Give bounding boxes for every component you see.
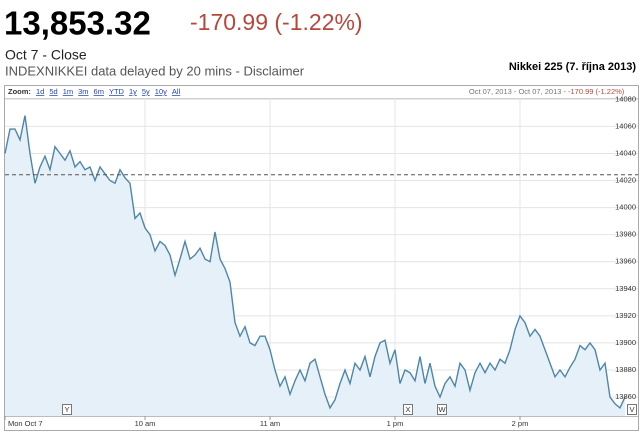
zoom-label: Zoom: — [8, 87, 31, 96]
x-tick-label: 1 pm — [387, 419, 404, 428]
zoom-link[interactable]: 1d — [36, 87, 44, 96]
y-tick-label: 14040 — [615, 148, 636, 157]
y-tick-label: 13940 — [615, 284, 636, 293]
y-tick-label: 13960 — [615, 257, 636, 266]
x-tick-label: 2 pm — [512, 419, 529, 428]
zoom-link[interactable]: 5d — [49, 87, 57, 96]
y-tick-label: 14020 — [615, 176, 636, 185]
source: INDEXNIKKEI data delayed by 20 mins - Di… — [5, 63, 305, 78]
zoom-link[interactable]: 1y — [129, 87, 137, 96]
price-change: -170.99 (-1.22%) — [190, 9, 363, 35]
y-tick-label: 14000 — [615, 203, 636, 212]
y-tick-label: 13980 — [615, 230, 636, 239]
y-tick-label: 13880 — [615, 365, 636, 374]
y-tick-label: 14080 — [615, 94, 636, 103]
x-tick-label: 10 am — [135, 419, 156, 428]
y-tick-label: 13860 — [615, 392, 636, 401]
y-tick-label: 13920 — [615, 311, 636, 320]
flag-box[interactable] — [403, 404, 413, 415]
zoom-link[interactable]: YTD — [109, 87, 125, 96]
chart-title: Nikkei 225 (7. října 2013) — [509, 61, 637, 73]
flag-box[interactable] — [627, 404, 637, 415]
zoom-link[interactable]: 3m — [78, 87, 88, 96]
price: 13,853.32 — [4, 5, 151, 42]
flag-label[interactable]: X — [405, 405, 410, 414]
x-tick-label: 11 am — [260, 419, 280, 428]
area — [5, 115, 625, 416]
zoom-link[interactable]: 10y — [155, 87, 167, 96]
zoom-link[interactable]: All — [172, 87, 181, 96]
flag-box[interactable] — [62, 404, 72, 415]
status: Oct 7 - Close — [5, 47, 87, 63]
flag-label[interactable]: W — [438, 405, 446, 414]
flag-label[interactable]: Y — [64, 405, 69, 414]
zoom-link[interactable]: 5y — [142, 87, 150, 96]
zoom-link[interactable]: 1m — [63, 87, 73, 96]
x-tick-label: Mon Oct 7 — [8, 419, 43, 428]
line — [4, 115, 626, 410]
range-text: Oct 07, 2013 - Oct 07, 2013 - — [469, 87, 567, 96]
range-change: -170.99 (-1.22%) — [568, 87, 625, 96]
zoom-link[interactable]: 6m — [94, 87, 104, 96]
y-tick-label: 14060 — [615, 121, 636, 130]
flag-box[interactable] — [437, 404, 447, 415]
flag-label[interactable]: V — [629, 405, 634, 414]
y-tick-label: 13900 — [615, 338, 636, 347]
